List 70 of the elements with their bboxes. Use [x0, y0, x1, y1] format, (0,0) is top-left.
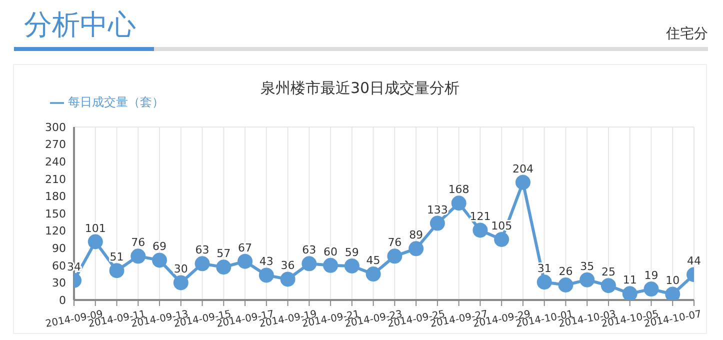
- point: [472, 222, 488, 238]
- point: [88, 234, 103, 250]
- data-label: 204: [512, 162, 534, 176]
- data-label: 11: [622, 274, 637, 287]
- data-label: 89: [409, 228, 424, 242]
- point: [109, 263, 124, 278]
- data-label: 19: [644, 269, 658, 282]
- data-label: 44: [687, 254, 701, 268]
- point: [238, 254, 253, 269]
- point: [387, 248, 402, 264]
- point: [194, 256, 210, 272]
- data-label: 36: [280, 259, 295, 272]
- y-tick-label: 150: [45, 207, 66, 220]
- point: [344, 258, 360, 274]
- point: [216, 260, 232, 275]
- data-label: 59: [344, 246, 359, 259]
- point: [644, 282, 659, 297]
- data-label: 67: [238, 241, 252, 254]
- point: [408, 241, 424, 256]
- data-label: 168: [448, 183, 470, 196]
- point: [366, 266, 381, 282]
- data-label: 76: [131, 236, 146, 250]
- point: [152, 252, 168, 268]
- point: [451, 196, 466, 211]
- point: [130, 248, 146, 264]
- y-tick-label: 300: [45, 120, 66, 134]
- chart-title: 泉州楼市最近30日成交量分析: [260, 79, 460, 97]
- data-label: 133: [426, 203, 448, 216]
- data-label: 60: [324, 245, 338, 258]
- point: [280, 272, 296, 287]
- y-tick-label: 60: [52, 259, 66, 272]
- y-tick-label: 240: [45, 156, 66, 169]
- point: [558, 278, 574, 293]
- point: [580, 272, 595, 288]
- legend-label: 每日成交量（套）: [68, 95, 164, 109]
- y-tick-label: 120: [45, 224, 66, 238]
- point: [302, 256, 317, 272]
- data-label: 63: [195, 244, 210, 257]
- text: 住宅分: [666, 25, 708, 43]
- point: [323, 258, 338, 273]
- point: [515, 174, 530, 190]
- y-tick-label: 0: [59, 294, 66, 307]
- data-label: 76: [388, 236, 402, 250]
- data-label: 57: [216, 247, 231, 260]
- text: 分析中心: [24, 7, 136, 43]
- data-label: 63: [302, 244, 316, 257]
- data-label: 30: [174, 262, 188, 276]
- data-label: 35: [580, 260, 594, 273]
- y-tick-label: 180: [45, 190, 66, 204]
- point: [494, 232, 510, 247]
- point: [536, 274, 552, 290]
- point: [600, 278, 616, 294]
- y-tick-label: 90: [52, 242, 66, 256]
- data-label: 101: [84, 222, 106, 235]
- data-label: 45: [366, 254, 380, 268]
- data-label: 43: [259, 255, 274, 268]
- data-label: 26: [558, 265, 573, 278]
- data-label: 10: [666, 274, 680, 288]
- data-label: 51: [110, 250, 124, 264]
- y-tick-label: 30: [52, 276, 66, 290]
- data-label: 25: [601, 266, 616, 279]
- y-tick-label: 270: [45, 138, 66, 152]
- data-label: 121: [470, 210, 491, 224]
- point: [622, 286, 638, 300]
- point: [430, 216, 445, 231]
- data-label: 69: [152, 240, 167, 254]
- point: [258, 268, 274, 283]
- point: [173, 275, 188, 290]
- point: [665, 286, 680, 300]
- y-tick-label: 210: [45, 172, 66, 186]
